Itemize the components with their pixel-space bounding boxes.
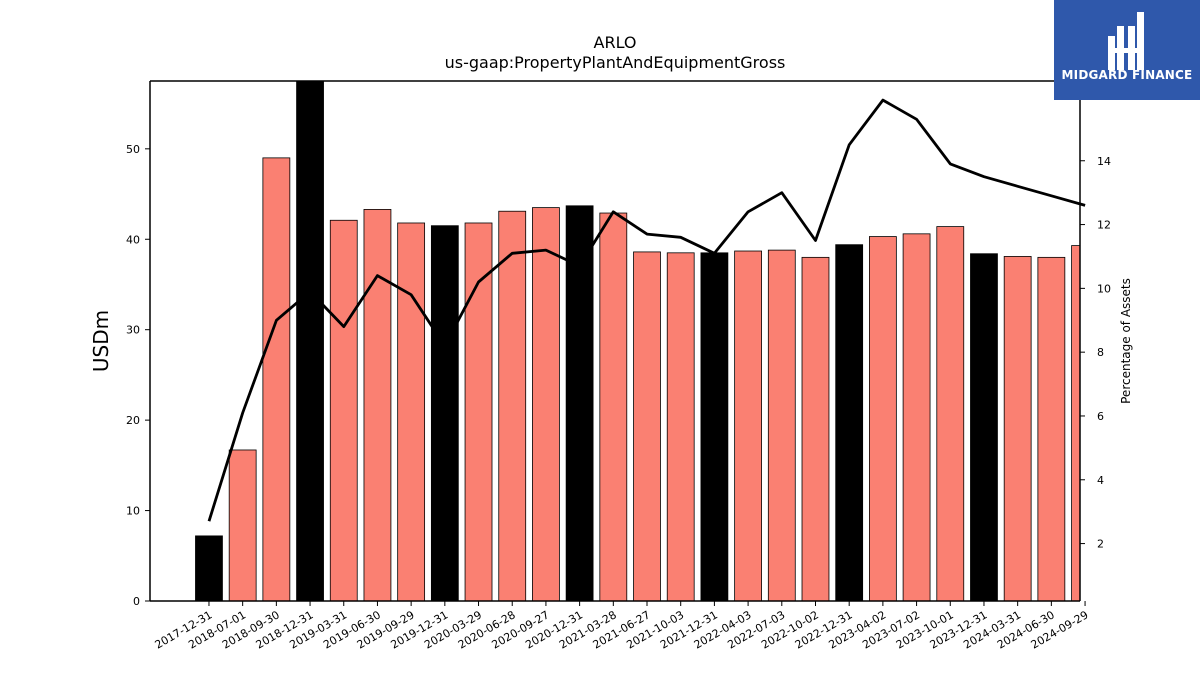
bar <box>902 233 931 601</box>
midgard-logo-icon <box>1108 12 1144 70</box>
bar <box>835 244 864 601</box>
y2-tick-label: 8 <box>1097 346 1104 359</box>
y2-tick-label: 4 <box>1097 474 1104 487</box>
y-tick-label: 50 <box>126 143 140 156</box>
bar <box>228 449 257 601</box>
line-layer <box>207 98 1086 522</box>
y2-tick-label: 14 <box>1097 155 1111 168</box>
brand-logo: MIDGARD FINANCE <box>1054 0 1200 100</box>
bar <box>363 209 392 601</box>
y2-tick-label: 6 <box>1097 410 1104 423</box>
y-tick-label: 20 <box>126 414 140 427</box>
bar <box>734 250 762 601</box>
y-axis-label: USDm <box>89 310 113 372</box>
bar <box>498 210 527 601</box>
bars-layer <box>195 81 1080 601</box>
bar <box>532 207 560 601</box>
bar <box>1071 245 1080 601</box>
y2-tick-label: 2 <box>1097 538 1104 551</box>
bar <box>262 157 291 601</box>
bar <box>195 535 223 601</box>
bar <box>970 253 998 601</box>
bar <box>666 252 695 601</box>
bar <box>1037 256 1066 601</box>
bar <box>599 212 628 601</box>
y-tick-label: 10 <box>126 505 140 518</box>
chart-subtitle: us-gaap:PropertyPlantAndEquipmentGross <box>445 53 786 72</box>
bar <box>1003 256 1032 601</box>
brand-name: MIDGARD FINANCE <box>1061 68 1193 82</box>
bar <box>329 219 358 601</box>
bar <box>869 236 897 601</box>
bar <box>700 252 729 601</box>
bar <box>296 81 324 601</box>
y2-tick-label: 10 <box>1097 282 1111 295</box>
bar <box>801 256 830 601</box>
bar <box>565 205 594 601</box>
y2-tick-label: 12 <box>1097 219 1111 232</box>
y-tick-label: 40 <box>126 233 140 246</box>
bar <box>767 249 796 601</box>
chart-title: ARLO <box>594 33 637 52</box>
y-tick-label: 0 <box>133 595 140 608</box>
y-tick-label: 30 <box>126 324 140 337</box>
series-line <box>207 98 1086 522</box>
bar <box>936 226 965 601</box>
bar <box>397 222 426 601</box>
bar <box>464 222 493 601</box>
y2-axis-label: Percentage of Assets <box>1119 278 1133 404</box>
bar <box>633 251 661 601</box>
bar <box>430 225 459 601</box>
